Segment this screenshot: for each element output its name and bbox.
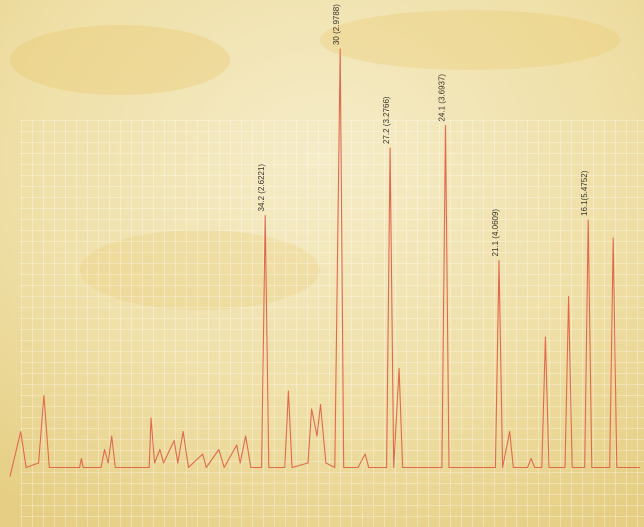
- plot-area: 34.2 (2.6221) 30 (2.9788) 27.2 (3.2766) 24.…: [9, 4, 640, 477]
- peak-annotation: 21.1 (4.0609): [491, 209, 500, 257]
- peak-annotation: 24.1 (3.6937): [437, 74, 446, 122]
- grid: [20, 120, 644, 527]
- paper-stain: [320, 10, 620, 70]
- peak-annotation: 16.1(5.4752): [580, 170, 589, 216]
- paper-stain: [10, 25, 230, 95]
- data-line: [9, 48, 640, 477]
- peak-annotation: 30 (2.9788): [332, 4, 341, 45]
- peak-annotation: 27.2 (3.2766): [382, 96, 391, 144]
- peak-annotation: 34.2 (2.6221): [257, 164, 266, 212]
